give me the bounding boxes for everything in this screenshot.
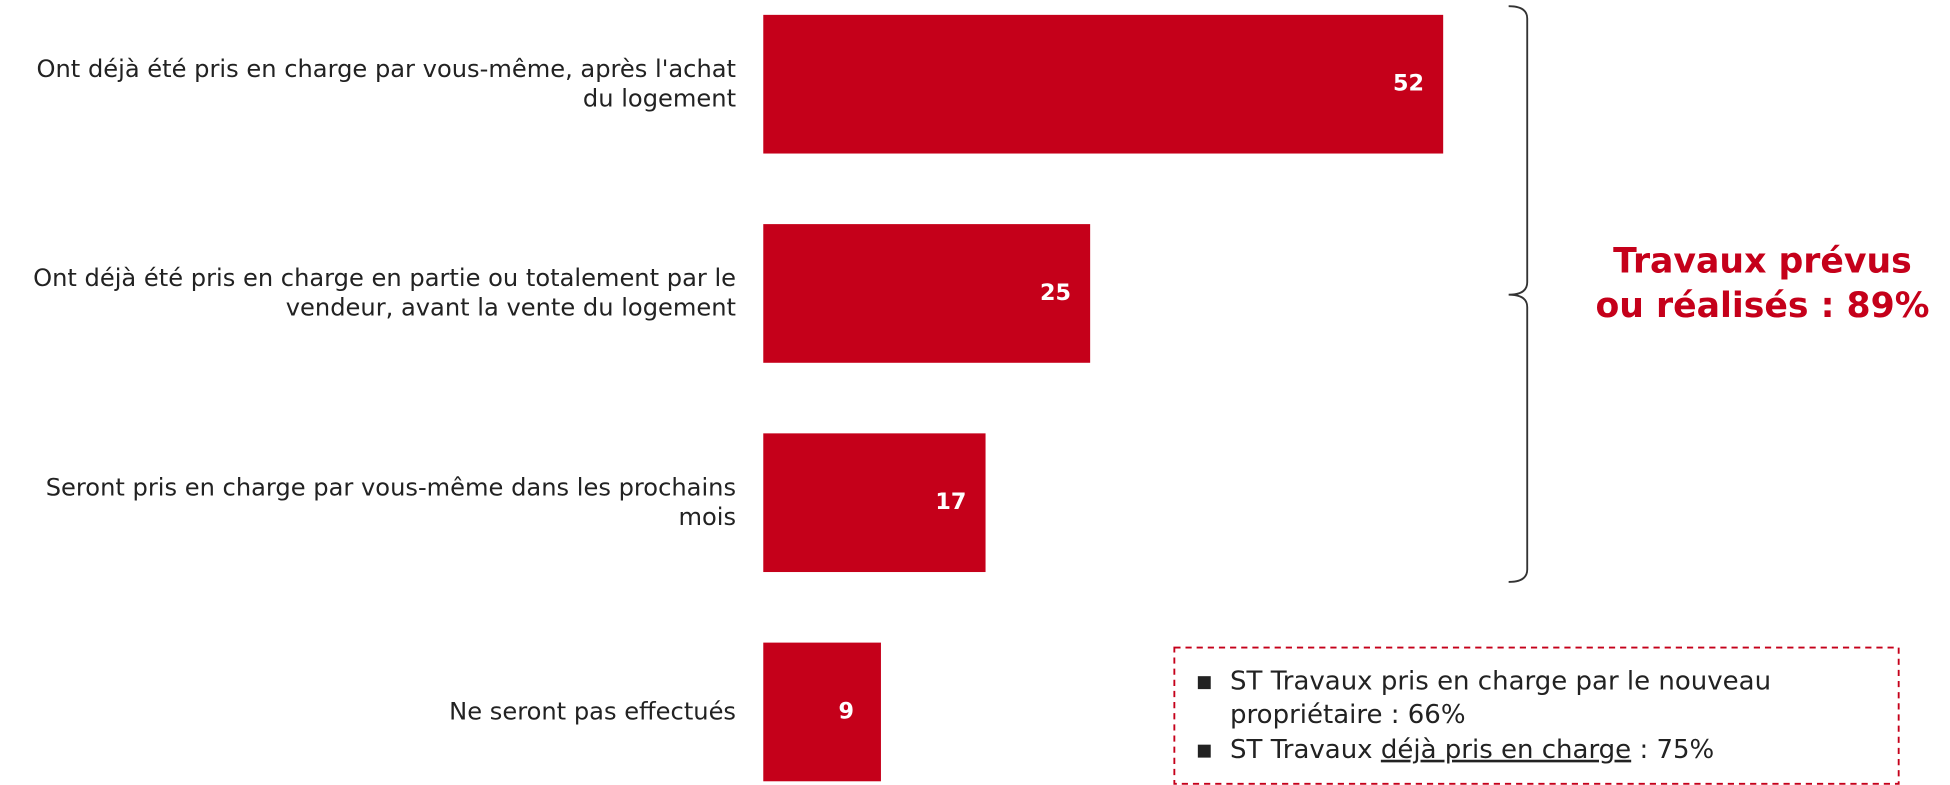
- note-part: : 75%: [1631, 735, 1714, 765]
- category-label-box: Ne seront pas effectués: [449, 697, 737, 726]
- category-label: Ont déjà été pris en charge par vous-mêm…: [36, 54, 737, 113]
- note: ST Travaux déjà pris en charge : 75%: [1230, 735, 1714, 765]
- bullet: ▪: [1195, 735, 1213, 765]
- annotation: Travaux prévus: [1613, 241, 1912, 281]
- bullet: ▪: [1195, 667, 1213, 697]
- note-part: ST Travaux: [1230, 735, 1381, 765]
- annotation: ou réalisés : 89%: [1595, 286, 1929, 326]
- bar: [763, 433, 986, 573]
- bar: [763, 14, 1444, 154]
- category-label-box: Ont déjà été pris en charge en partie ou…: [33, 263, 737, 322]
- bar: [763, 224, 1091, 363]
- category-label-box: Ont déjà été pris en charge par vous-mêm…: [36, 54, 737, 113]
- note-part: déjà pris en charge: [1381, 735, 1631, 765]
- category-label: Ont déjà été pris en charge en partie ou…: [33, 263, 737, 322]
- bar: [763, 642, 881, 782]
- category-label: Ne seront pas effectués: [449, 697, 737, 726]
- category-label: Seront pris en charge par vous-même dans…: [45, 472, 737, 532]
- value-label: 9: [839, 698, 855, 724]
- value-label: 25: [1040, 280, 1071, 306]
- note: propriétaire : 66%: [1230, 700, 1465, 730]
- bracket: [1508, 5, 1529, 583]
- note: ST Travaux pris en charge par le nouveau: [1230, 667, 1771, 697]
- value-label: 52: [1393, 71, 1424, 97]
- note-box: [1173, 646, 1900, 785]
- category-label-box: Seront pris en charge par vous-même dans…: [45, 472, 737, 532]
- value-label: 17: [935, 489, 966, 515]
